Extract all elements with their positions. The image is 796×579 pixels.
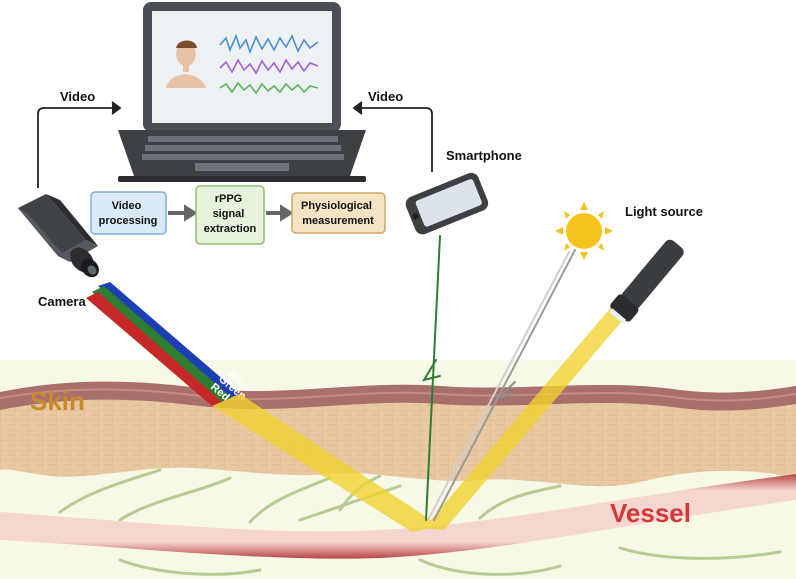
signal-green <box>219 81 319 95</box>
video-label-right: Video <box>368 89 403 104</box>
video-arrow-left <box>37 101 122 188</box>
skin-label: Skin <box>30 386 85 416</box>
video-arrow-right <box>352 101 433 172</box>
camera-icon <box>18 194 99 278</box>
pipeline-step-1: Video processing <box>90 191 167 235</box>
smartphone-label: Smartphone <box>446 148 522 163</box>
light-beams <box>212 306 628 532</box>
vessel-label: Vessel <box>610 498 691 528</box>
signal-blue <box>219 33 319 55</box>
step3-line2: measurement <box>302 215 374 227</box>
svg-text:Video processing: Video processing <box>99 200 158 227</box>
step3-line1: Physiological <box>301 200 372 212</box>
flashlight-icon <box>609 239 684 324</box>
video-label-left: Video <box>60 89 95 104</box>
light-source-label: Light source <box>625 204 703 219</box>
reflected-rays <box>421 235 576 521</box>
keyboard <box>142 136 344 171</box>
step2-line2: signal <box>213 208 245 220</box>
laptop-icon <box>118 2 366 182</box>
smartphone-icon <box>405 172 489 235</box>
step1-line2: processing <box>99 215 158 227</box>
svg-text:rPPG signal extrac: rPPG signal extraction <box>204 193 257 235</box>
pipeline-arrow-1 <box>168 204 198 222</box>
pipeline-arrow-2 <box>266 204 294 222</box>
signal-purple <box>219 58 319 75</box>
pipeline-step-3: Physiological measurement <box>291 192 386 234</box>
person-avatar-icon <box>166 40 206 88</box>
step2-line1: rPPG <box>215 193 243 205</box>
step2-line3: extraction <box>204 223 257 235</box>
camera-label: Camera <box>38 294 86 309</box>
blood-vessel <box>0 474 796 559</box>
step1-line1: Video <box>112 200 142 212</box>
skin-layer <box>0 381 796 487</box>
pipeline-step-2: rPPG signal extraction <box>195 185 265 245</box>
sun-icon <box>555 202 613 260</box>
rgb-camera-beam: Blue Green Red <box>86 282 252 406</box>
svg-text:Physiological measuremen: Physiological measurement <box>301 200 375 227</box>
